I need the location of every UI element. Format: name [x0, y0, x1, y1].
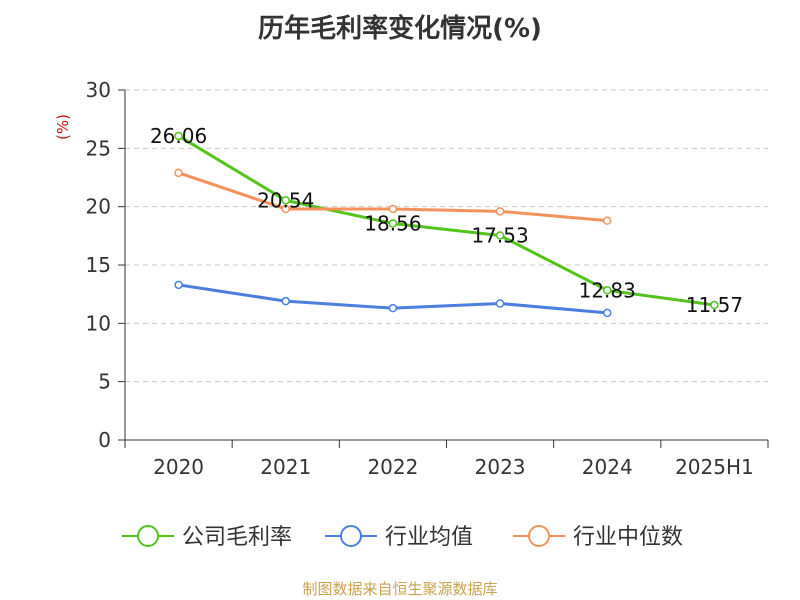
data-label: 11.57: [686, 293, 743, 317]
data-point[interactable]: [603, 308, 612, 318]
legend-label[interactable]: 行业中位数: [573, 525, 683, 550]
data-point[interactable]: [603, 286, 612, 295]
y-tick-label: 10: [86, 311, 111, 335]
y-tick-label: 20: [86, 195, 111, 219]
legend-marker-icon[interactable]: [137, 525, 159, 547]
data-point[interactable]: [174, 280, 183, 290]
legend-marker-icon[interactable]: [528, 525, 550, 547]
data-label: 17.53: [471, 223, 528, 247]
data-point[interactable]: [603, 216, 612, 225]
y-tick-label: 5: [98, 370, 111, 394]
chart-title: 历年毛利率变化情况(%): [258, 14, 542, 44]
legend-label[interactable]: 公司毛利率: [182, 525, 292, 550]
gridlines: [125, 89, 768, 383]
data-label: 12.83: [579, 278, 636, 302]
data-point[interactable]: [710, 300, 719, 310]
y-tick-label: 25: [86, 136, 111, 160]
data-point[interactable]: [388, 204, 398, 214]
data-label: 26.06: [150, 124, 207, 148]
data-point[interactable]: [281, 296, 290, 306]
data-label: 18.56: [364, 211, 421, 235]
x-tick-label: 2020: [153, 455, 204, 479]
x-tick-label: 2021: [260, 455, 311, 479]
data-point[interactable]: [174, 131, 183, 141]
y-tick-label: 30: [86, 78, 111, 102]
y-tick-label: 0: [98, 428, 111, 452]
series-lines: [174, 131, 719, 318]
data-point[interactable]: [281, 196, 290, 205]
axes: 0 5 10 15 20 25 30 2020 2021 2022 2023 2024 2025H1: [86, 78, 769, 479]
data-point[interactable]: [495, 207, 505, 216]
y-axis-unit-label: (%): [54, 114, 72, 140]
data-point[interactable]: [281, 204, 290, 214]
x-tick-label: 2022: [367, 455, 418, 479]
data-point[interactable]: [388, 219, 398, 228]
x-tick-label: 2023: [475, 455, 526, 479]
series-line: [177, 134, 715, 307]
legend-label[interactable]: 行业均值: [385, 525, 473, 550]
data-label: 20.54: [257, 188, 314, 212]
y-tick-label: 15: [86, 253, 111, 277]
x-tick-label: 2024: [582, 455, 633, 479]
data-point[interactable]: [495, 231, 505, 240]
data-point[interactable]: [495, 299, 505, 308]
legend-marker-icon[interactable]: [340, 525, 362, 547]
data-point[interactable]: [388, 303, 398, 313]
source-note: 制图数据来自恒生聚源数据库: [302, 580, 498, 598]
x-tick-label: 2025H1: [675, 455, 754, 479]
data-point[interactable]: [174, 168, 183, 178]
legend[interactable]: 公司毛利率 行业均值 行业中位数: [122, 525, 683, 550]
data-labels: 26.06 20.54 18.56 17.53 12.83 11.57: [150, 124, 743, 317]
